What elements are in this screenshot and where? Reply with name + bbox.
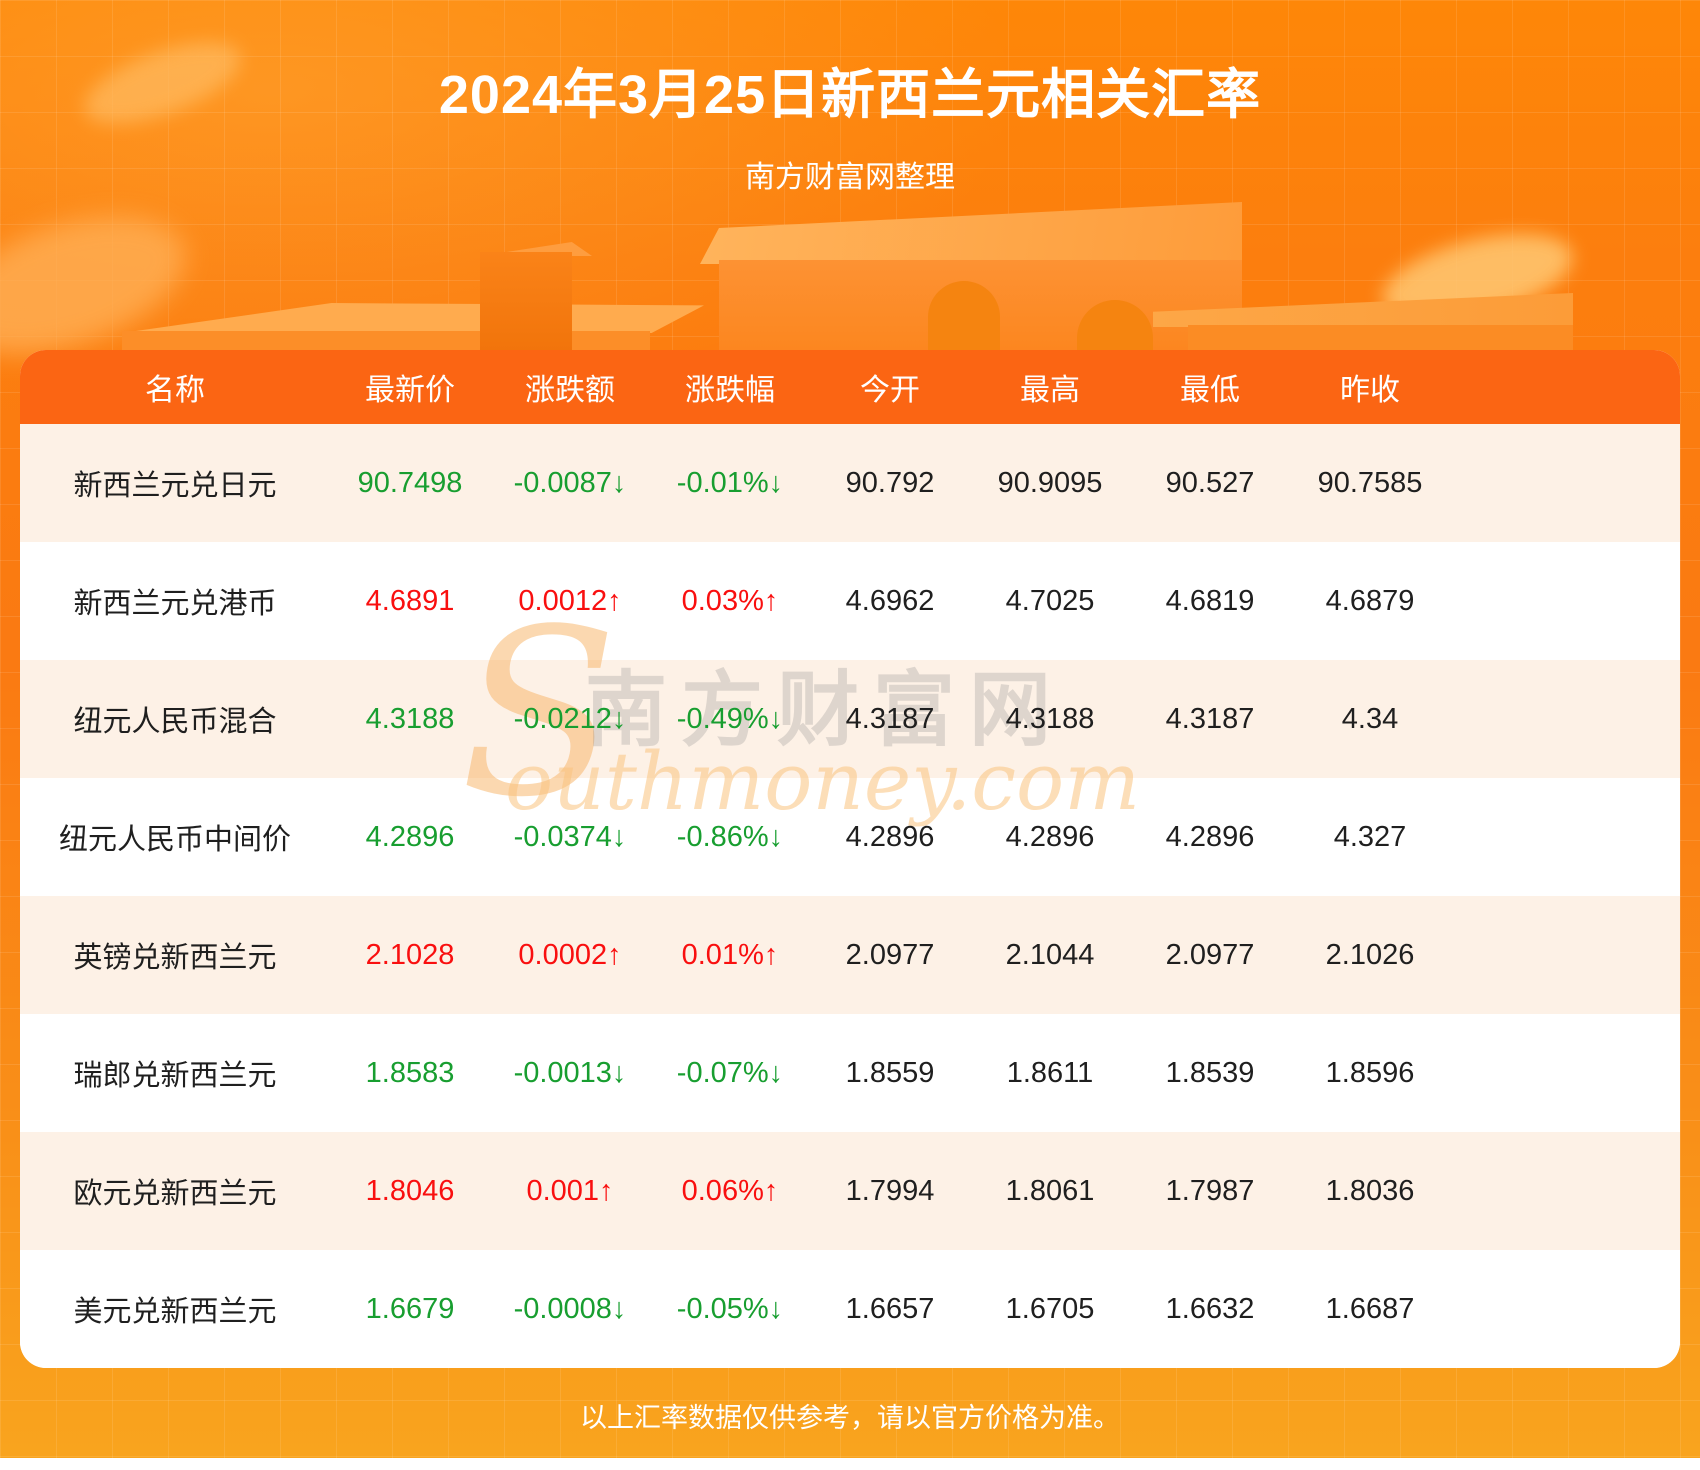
bottom-strip: [0, 1458, 1700, 1470]
pair-name: 新西兰元兑日元: [73, 470, 277, 502]
change-percent: -0.01%↓: [676, 466, 784, 499]
change-amount: -0.0087↓: [513, 466, 627, 499]
prev-close-price: 1.6687: [1325, 1292, 1415, 1325]
prev-close-price: 4.6879: [1325, 584, 1415, 617]
disclaimer-text: 以上汇率数据仅供参考，请以官方价格为准。: [580, 1403, 1120, 1433]
open-price: 4.2896: [845, 820, 935, 853]
low-price: 1.6632: [1165, 1292, 1255, 1325]
high-price: 4.7025: [1005, 584, 1095, 617]
last-price: 2.1028: [365, 938, 455, 971]
change-amount: 0.001↑: [526, 1174, 614, 1207]
rates-table: 名称 最新价 涨跌额 涨跌幅 今开 最高 最低 昨收 新西兰元兑日元 90.74…: [20, 350, 1680, 1368]
column-header-high: 最高: [1020, 374, 1080, 407]
change-percent: 0.03%↑: [681, 584, 779, 617]
table-row: 纽元人民币中间价 4.2896 -0.0374↓ -0.86%↓ 4.2896 …: [20, 778, 1680, 896]
low-price: 1.8539: [1165, 1056, 1255, 1089]
page-subtitle: 南方财富网整理: [745, 161, 955, 194]
change-amount: 0.0012↑: [518, 584, 622, 617]
podium-center-front: [719, 260, 1242, 352]
column-header-last: 最新价: [365, 374, 455, 407]
low-price: 4.6819: [1165, 584, 1255, 617]
pair-name: 欧元兑新西兰元: [73, 1178, 277, 1210]
open-price: 2.0977: [845, 938, 935, 971]
last-price: 4.6891: [365, 584, 455, 617]
arch-window-left: [928, 281, 1000, 351]
change-percent: 0.01%↑: [681, 938, 779, 971]
column-header-name: 名称: [145, 374, 205, 407]
open-price: 90.792: [845, 466, 935, 499]
table-row: 新西兰元兑港币 4.6891 0.0012↑ 0.03%↑ 4.6962 4.7…: [20, 542, 1680, 660]
low-price: 4.3187: [1165, 702, 1255, 735]
prev-close-price: 1.8596: [1325, 1056, 1415, 1089]
pair-name: 英镑兑新西兰元: [73, 942, 277, 974]
change-amount: 0.0002↑: [518, 938, 622, 971]
column-header-pct: 涨跌幅: [685, 374, 775, 407]
change-amount: -0.0374↓: [513, 820, 627, 853]
arch-window-right: [1077, 300, 1153, 352]
low-price: 2.0977: [1165, 938, 1255, 971]
last-price: 4.3188: [365, 702, 455, 735]
open-price: 4.6962: [845, 584, 935, 617]
table-row: 欧元兑新西兰元 1.8046 0.001↑ 0.06%↑ 1.7994 1.80…: [20, 1132, 1680, 1250]
high-price: 1.8611: [1006, 1056, 1094, 1089]
column-header-prev-close: 昨收: [1340, 374, 1400, 407]
podium-right-front: [1188, 325, 1573, 351]
pair-name: 纽元人民币中间价: [58, 824, 291, 856]
table-header-row: 名称 最新价 涨跌额 涨跌幅 今开 最高 最低 昨收: [20, 350, 1680, 424]
open-price: 1.7994: [845, 1174, 935, 1207]
column-header-change: 涨跌额: [525, 374, 615, 407]
podium-left-top: [122, 303, 704, 333]
column-header-open: 今开: [860, 374, 920, 407]
last-price: 4.2896: [365, 820, 455, 853]
table-row: 美元兑新西兰元 1.6679 -0.0008↓ -0.05%↓ 1.6657 1…: [20, 1250, 1680, 1368]
prev-close-price: 4.34: [1341, 702, 1399, 735]
podium-step-top: [480, 242, 592, 256]
podium-right-top: [1153, 293, 1573, 327]
change-amount: -0.0013↓: [513, 1056, 627, 1089]
change-amount: -0.0212↓: [513, 702, 627, 735]
change-percent: 0.06%↑: [681, 1174, 779, 1207]
flame-shape-right: [1373, 217, 1582, 338]
podium-center-top: [700, 202, 1242, 264]
prev-close-price: 2.1026: [1325, 938, 1415, 971]
prev-close-price: 4.327: [1333, 820, 1407, 853]
low-price: 4.2896: [1165, 820, 1255, 853]
last-price: 1.6679: [365, 1292, 455, 1325]
table-row: 英镑兑新西兰元 2.1028 0.0002↑ 0.01%↑ 2.0977 2.1…: [20, 896, 1680, 1014]
change-percent: -0.86%↓: [676, 820, 784, 853]
table-body: 新西兰元兑日元 90.7498 -0.0087↓ -0.01%↓ 90.792 …: [20, 424, 1680, 1368]
change-percent: -0.49%↓: [676, 702, 784, 735]
change-percent: -0.07%↓: [676, 1056, 784, 1089]
podium-left-front: [122, 331, 650, 351]
table-row: 新西兰元兑日元 90.7498 -0.0087↓ -0.01%↓ 90.792 …: [20, 424, 1680, 542]
open-price: 1.6657: [845, 1292, 935, 1325]
page-title: 2024年3月25日新西兰元相关汇率: [438, 65, 1262, 125]
table-row: 纽元人民币混合 4.3188 -0.0212↓ -0.49%↓ 4.3187 4…: [20, 660, 1680, 778]
prev-close-price: 1.8036: [1325, 1174, 1415, 1207]
pair-name: 瑞郎兑新西兰元: [73, 1060, 277, 1092]
last-price: 1.8046: [365, 1174, 455, 1207]
high-price: 90.9095: [997, 466, 1103, 499]
high-price: 4.3188: [1005, 702, 1095, 735]
last-price: 1.8583: [365, 1056, 455, 1089]
prev-close-price: 90.7585: [1317, 466, 1423, 499]
pair-name: 美元兑新西兰元: [73, 1296, 277, 1328]
open-price: 1.8559: [845, 1056, 935, 1089]
low-price: 1.7987: [1165, 1174, 1255, 1207]
open-price: 4.3187: [845, 702, 935, 735]
pair-name: 纽元人民币混合: [73, 706, 277, 738]
high-price: 2.1044: [1005, 938, 1095, 971]
high-price: 1.6705: [1005, 1292, 1095, 1325]
low-price: 90.527: [1165, 466, 1255, 499]
table-row: 瑞郎兑新西兰元 1.8583 -0.0013↓ -0.07%↓ 1.8559 1…: [20, 1014, 1680, 1132]
podium-step-front: [480, 252, 572, 351]
pair-name: 新西兰元兑港币: [73, 588, 277, 620]
last-price: 90.7498: [357, 466, 463, 499]
column-header-low: 最低: [1180, 374, 1240, 407]
change-amount: -0.0008↓: [513, 1292, 627, 1325]
high-price: 1.8061: [1005, 1174, 1095, 1207]
high-price: 4.2896: [1005, 820, 1095, 853]
change-percent: -0.05%↓: [676, 1292, 784, 1325]
